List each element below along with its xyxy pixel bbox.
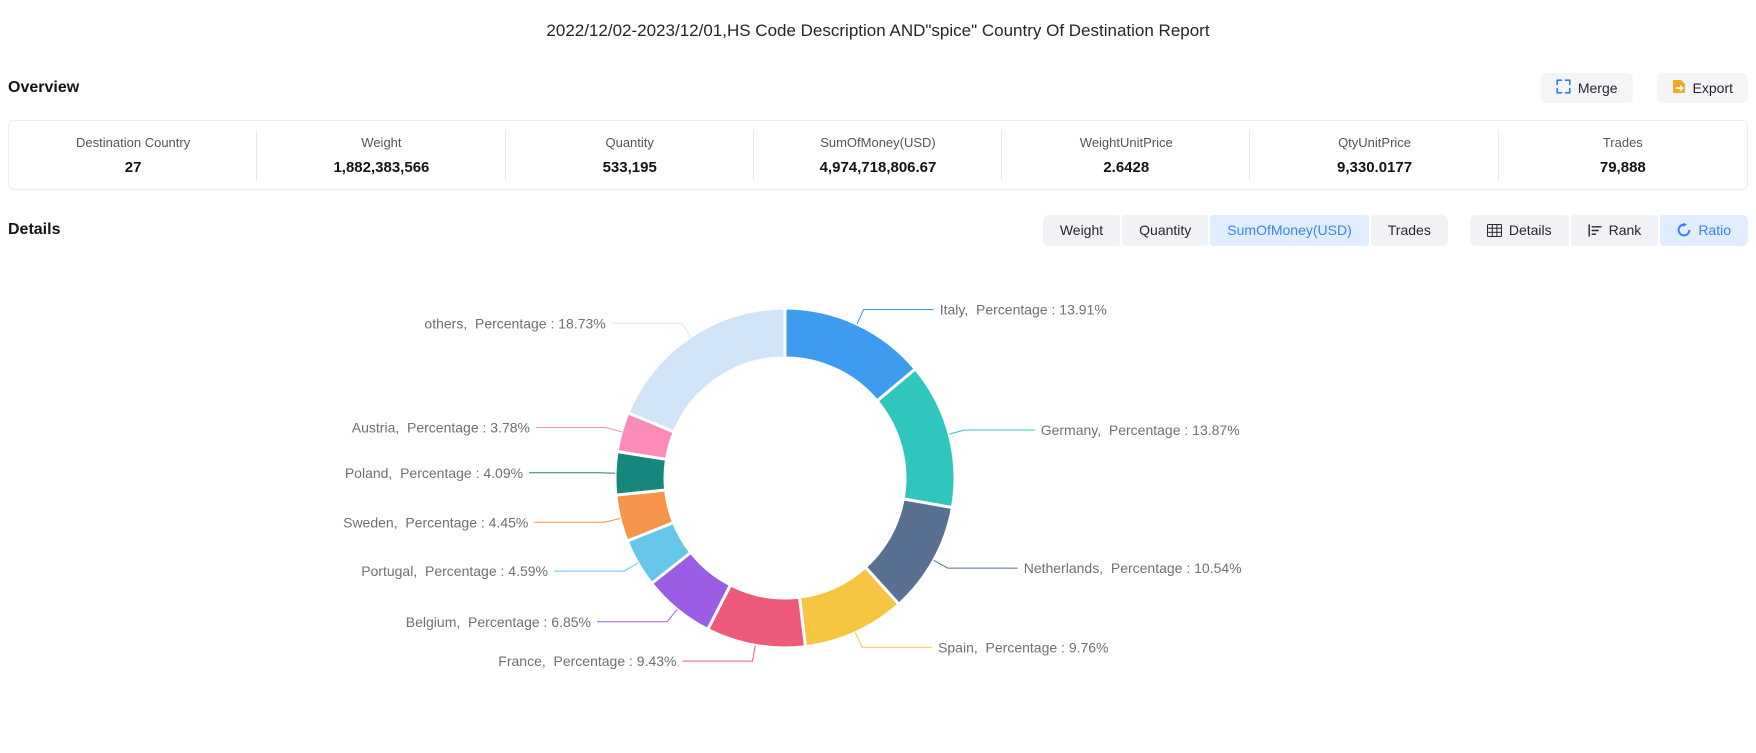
view-tab-group: Details Rank Ratio (1469, 214, 1748, 246)
donut-chart-canvas: Italy, Percentage : 13.91% Germany, Perce… (343, 301, 1242, 669)
details-table-icon (1486, 223, 1502, 237)
slice-label-sweden: Sweden, Percentage : 4.45% (343, 514, 528, 530)
overview-stats: Destination Country 27 Weight 1,882,383,566… (8, 120, 1748, 190)
stat-value: 27 (124, 158, 142, 176)
tab-quantity[interactable]: Quantity (1122, 214, 1209, 246)
overview-heading: Overview (8, 79, 80, 96)
tab-sumofmoney-usd[interactable]: SumOfMoney(USD) (1210, 214, 1369, 246)
slice-label-belgium: Belgium, Percentage : 6.85% (406, 614, 591, 630)
stat-value: 9,330.0177 (1337, 158, 1413, 176)
label-line-belgium (597, 609, 678, 623)
stat-label: SumOfMoney(USD) (820, 134, 936, 150)
slice-label-austria: Austria, Percentage : 3.78% (352, 419, 530, 435)
donut-slice-others[interactable] (626, 306, 787, 434)
overview-actions: Merge Export (1540, 73, 1748, 103)
label-line-netherlands (933, 559, 1018, 569)
stat-destination-country: Destination Country 27 (9, 129, 258, 181)
stat-qtyunitprice: QtyUnitPrice 9,330.0177 (1250, 129, 1499, 181)
label-line-austria (536, 426, 622, 433)
export-button-label: Export (1692, 80, 1733, 96)
slice-label-others: others, Percentage : 18.73% (424, 315, 605, 331)
stat-label: Trades (1602, 134, 1643, 150)
stat-value: 4,974,718,806.67 (819, 158, 937, 176)
overview-header: Overview Merge Export (0, 72, 1756, 104)
stat-value: 533,195 (602, 158, 657, 176)
donut-chart: Italy, Percentage : 13.91% Germany, Perce… (0, 246, 1756, 746)
metric-tab-group: Weight Quantity SumOfMoney(USD) Trades (1042, 214, 1448, 246)
slice-label-italy: Italy, Percentage : 13.91% (940, 301, 1107, 317)
label-line-spain (854, 632, 933, 648)
merge-button-label: Merge (1577, 80, 1618, 96)
rank-icon (1588, 223, 1602, 237)
stat-weightunitprice: WeightUnitPrice 2.6428 (1002, 129, 1251, 181)
stat-value: 2.6428 (1103, 158, 1150, 176)
stat-label: Destination Country (76, 134, 191, 150)
label-line-germany (949, 429, 1035, 435)
label-line-france (682, 645, 756, 662)
view-rank[interactable]: Rank (1570, 214, 1659, 246)
slice-label-portugal: Portugal, Percentage : 4.59% (361, 563, 548, 579)
details-tab-groups: Weight Quantity SumOfMoney(USD) Trades Deta… (1042, 214, 1748, 246)
view-label: Rank (1608, 222, 1642, 238)
tab-label: Weight (1059, 222, 1104, 238)
tab-label: SumOfMoney(USD) (1227, 222, 1352, 238)
ratio-icon (1677, 223, 1691, 237)
tab-trades[interactable]: Trades (1370, 214, 1448, 246)
merge-button[interactable]: Merge (1540, 73, 1633, 103)
view-details[interactable]: Details (1469, 214, 1569, 246)
label-line-sweden (534, 517, 621, 523)
slice-label-germany: Germany, Percentage : 13.87% (1041, 422, 1240, 438)
details-heading: Details (8, 221, 61, 238)
slice-label-poland: Poland, Percentage : 4.09% (345, 465, 523, 481)
slice-label-france: France, Percentage : 9.43% (498, 653, 676, 669)
slice-label-spain: Spain, Percentage : 9.76% (938, 639, 1108, 655)
stat-trades: Trades 79,888 (1499, 133, 1747, 178)
donut-slice-germany[interactable] (875, 367, 957, 510)
label-line-others (611, 322, 692, 337)
tab-label: Trades (1387, 222, 1431, 238)
details-header: Details Weight Quantity SumOfMoney(USD) Tra… (0, 214, 1756, 246)
stat-quantity: Quantity 533,195 (506, 129, 755, 181)
stat-label: Weight (361, 134, 402, 150)
slice-label-netherlands: Netherlands, Percentage : 10.54% (1024, 560, 1242, 576)
label-line-italy (856, 308, 934, 325)
stat-sumofmoney-usd: SumOfMoney(USD) 4,974,718,806.67 (754, 129, 1003, 181)
page-title: 2022/12/02-2023/12/01,HS Code Descriptio… (546, 21, 1210, 40)
stat-value: 79,888 (1599, 158, 1646, 176)
merge-icon (1556, 79, 1571, 97)
export-button[interactable]: Export (1656, 73, 1748, 103)
stat-value: 1,882,383,566 (333, 158, 430, 176)
view-label: Details (1508, 222, 1552, 238)
stat-label: Quantity (605, 134, 654, 150)
tab-label: Quantity (1139, 222, 1192, 238)
export-icon (1672, 79, 1686, 97)
view-label: Ratio (1698, 222, 1731, 238)
stat-weight: Weight 1,882,383,566 (257, 129, 506, 181)
tab-weight[interactable]: Weight (1042, 214, 1121, 246)
label-line-portugal (553, 562, 639, 572)
stat-label: WeightUnitPrice (1079, 134, 1173, 150)
view-ratio[interactable]: Ratio (1660, 214, 1748, 246)
stat-label: QtyUnitPrice (1338, 134, 1412, 150)
